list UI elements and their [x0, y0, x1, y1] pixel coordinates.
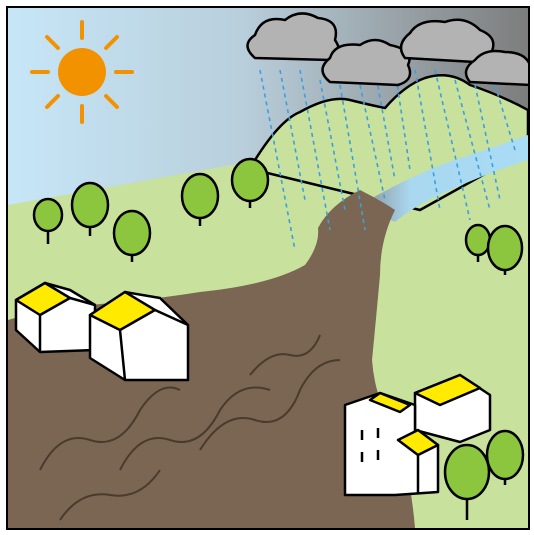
sun	[32, 22, 132, 122]
tree	[487, 431, 523, 479]
tree	[114, 211, 150, 255]
sun-disc	[58, 48, 106, 96]
tree	[72, 183, 108, 227]
tree	[182, 174, 218, 218]
landslide-illustration	[0, 0, 534, 535]
tree	[232, 159, 268, 201]
tree	[466, 225, 490, 255]
tree	[488, 226, 522, 270]
scene	[8, 8, 530, 528]
tree	[445, 445, 489, 499]
tree	[34, 199, 62, 231]
